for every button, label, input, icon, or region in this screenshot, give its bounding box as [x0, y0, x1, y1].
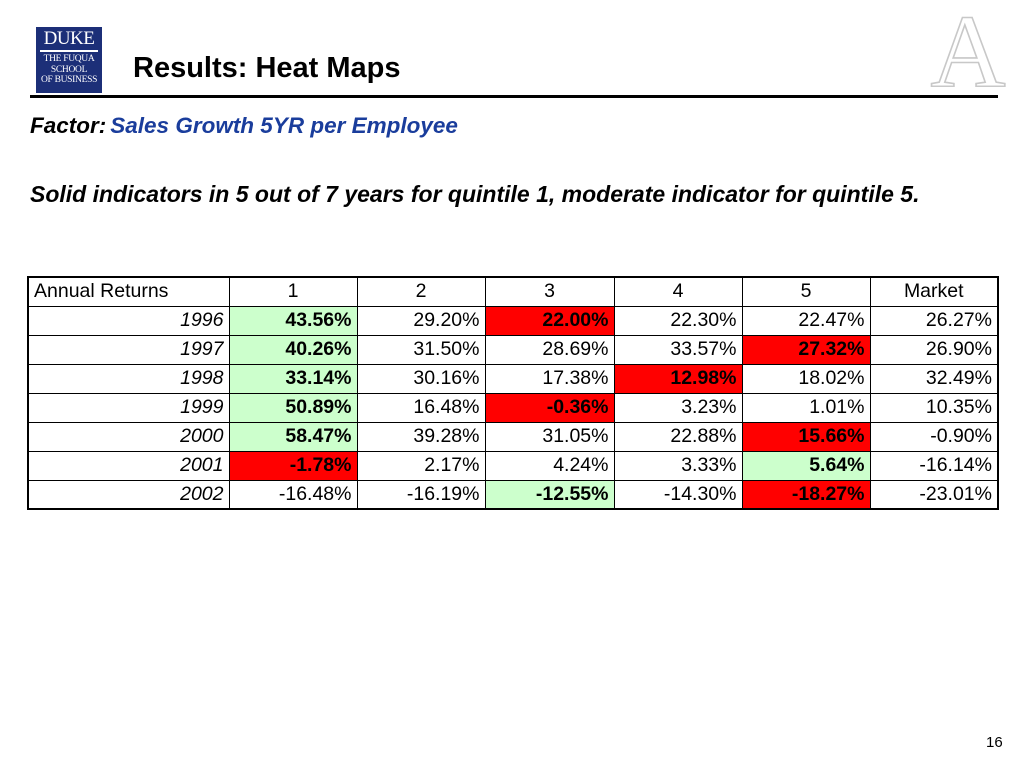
quintile-1-return-cell: -16.48%: [228, 479, 358, 510]
logo-line-4: OF BUSINESS: [40, 75, 98, 85]
header-market: Market: [869, 276, 999, 307]
table-row: 1996 43.56% 29.20% 22.00% 22.30% 22.47% 26.27%: [27, 305, 999, 336]
year-cell: 2002: [27, 479, 230, 510]
quintile-4-return-cell: 22.88%: [613, 421, 743, 452]
quintile-3-return-cell: 31.05%: [484, 421, 615, 452]
quintile-3-return-cell: 4.24%: [484, 450, 615, 481]
quintile-5-return-cell: 15.66%: [741, 421, 871, 452]
quintile-2-return-cell: 29.20%: [356, 305, 486, 336]
quintile-1-return-cell: 33.14%: [228, 363, 358, 394]
quintile-4-return-cell: 3.23%: [613, 392, 743, 423]
quintile-5-return-cell: 18.02%: [741, 363, 871, 394]
watermark-letter-a-icon: A: [930, 0, 1007, 92]
quintile-2-return-cell: 2.17%: [356, 450, 486, 481]
logo-duke-text: DUKE: [43, 28, 95, 49]
table-row: 2001 -1.78% 2.17% 4.24% 3.33% 5.64% -16.14%: [27, 450, 999, 481]
table-row: 1999 50.89% 16.48% -0.36% 3.23% 1.01% 10.35%: [27, 392, 999, 423]
quintile-1-return-cell: 58.47%: [228, 421, 358, 452]
year-cell: 2000: [27, 421, 230, 452]
description-text: Solid indicators in 5 out of 7 years for…: [30, 181, 920, 207]
year-cell: 1996: [27, 305, 230, 336]
year-cell: 1998: [27, 363, 230, 394]
quintile-4-return-cell: 3.33%: [613, 450, 743, 481]
quintile-5-return-cell: 22.47%: [741, 305, 871, 336]
factor-value: Sales Growth 5YR per Employee: [110, 113, 458, 138]
year-cell: 1999: [27, 392, 230, 423]
market-return-cell: 32.49%: [869, 363, 999, 394]
logo-line-3: SCHOOL: [50, 64, 88, 75]
slide-title: Results: Heat Maps: [133, 52, 401, 84]
heat-map-table: Annual Returns 1 2 3 4 5 Market 1996 43.5…: [27, 276, 999, 510]
quintile-4-return-cell: 33.57%: [613, 334, 743, 365]
quintile-2-return-cell: 30.16%: [356, 363, 486, 394]
watermark-letter: A: [930, 0, 1005, 92]
quintile-2-return-cell: 16.48%: [356, 392, 486, 423]
quintile-4-return-cell: 22.30%: [613, 305, 743, 336]
quintile-2-return-cell: 31.50%: [356, 334, 486, 365]
header-quintile-4: 4: [613, 276, 743, 307]
factor-label: Factor:: [30, 113, 107, 138]
quintile-1-return-cell: 50.89%: [228, 392, 358, 423]
page-number: 16: [986, 734, 1003, 751]
header-quintile-1: 1: [228, 276, 358, 307]
factor-line: Factor: Sales Growth 5YR per Employee: [30, 113, 458, 139]
title-divider: [30, 95, 998, 98]
table-row: 1997 40.26% 31.50% 28.69% 33.57% 27.32% 26.90%: [27, 334, 999, 365]
quintile-4-return-cell: 12.98%: [613, 363, 743, 394]
logo-rule: [40, 50, 98, 52]
quintile-3-return-cell: -12.55%: [484, 479, 615, 510]
quintile-3-return-cell: -0.36%: [484, 392, 615, 423]
quintile-5-return-cell: 27.32%: [741, 334, 871, 365]
quintile-3-return-cell: 28.69%: [484, 334, 615, 365]
duke-fuqua-logo: DUKE THE FUQUA SCHOOL OF BUSINESS: [36, 27, 102, 93]
quintile-1-return-cell: 40.26%: [228, 334, 358, 365]
table-row: 1998 33.14% 30.16% 17.38% 12.98% 18.02% 32.49%: [27, 363, 999, 394]
market-return-cell: -0.90%: [869, 421, 999, 452]
header-annual-returns: Annual Returns: [27, 276, 230, 307]
header-quintile-5: 5: [741, 276, 871, 307]
market-return-cell: 10.35%: [869, 392, 999, 423]
quintile-3-return-cell: 22.00%: [484, 305, 615, 336]
year-cell: 2001: [27, 450, 230, 481]
quintile-1-return-cell: -1.78%: [228, 450, 358, 481]
header-quintile-2: 2: [356, 276, 486, 307]
quintile-5-return-cell: 5.64%: [741, 450, 871, 481]
quintile-5-return-cell: 1.01%: [741, 392, 871, 423]
table-row: 2002 -16.48% -16.19% -12.55% -14.30% -18.27% -…: [27, 479, 999, 510]
market-return-cell: 26.27%: [869, 305, 999, 336]
table-row: 2000 58.47% 39.28% 31.05% 22.88% 15.66% -0.90%: [27, 421, 999, 452]
quintile-5-return-cell: -18.27%: [741, 479, 871, 510]
quintile-2-return-cell: 39.28%: [356, 421, 486, 452]
year-cell: 1997: [27, 334, 230, 365]
quintile-4-return-cell: -14.30%: [613, 479, 743, 510]
logo-line-2: THE FUQUA: [43, 54, 95, 64]
table-header-row: Annual Returns 1 2 3 4 5 Market: [27, 276, 999, 307]
market-return-cell: -23.01%: [869, 479, 999, 510]
header-quintile-3: 3: [484, 276, 615, 307]
quintile-2-return-cell: -16.19%: [356, 479, 486, 510]
market-return-cell: 26.90%: [869, 334, 999, 365]
quintile-1-return-cell: 43.56%: [228, 305, 358, 336]
quintile-3-return-cell: 17.38%: [484, 363, 615, 394]
market-return-cell: -16.14%: [869, 450, 999, 481]
